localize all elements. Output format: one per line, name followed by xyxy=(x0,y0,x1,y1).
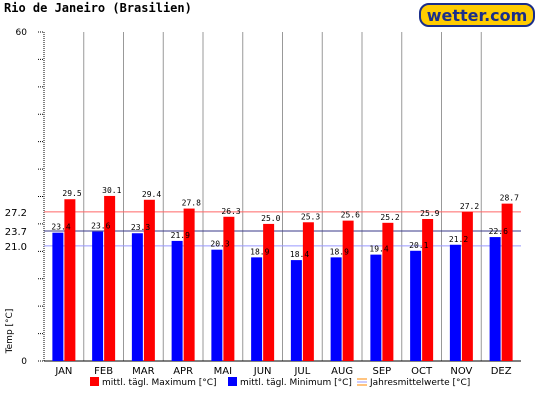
bar-max-JAN xyxy=(64,199,76,361)
data-label-max-OCT: 25.9 xyxy=(420,209,439,218)
data-label-max-MAI: 26.3 xyxy=(221,207,240,216)
annual-mean-label-min: 21.0 xyxy=(5,242,27,253)
bar-min-NOV xyxy=(449,244,461,361)
y-tick-label: 0 xyxy=(21,357,27,367)
bar-max-MAI xyxy=(223,216,235,361)
bar-min-OCT xyxy=(410,250,422,361)
legend-label-mean: Jahresmittelwerte [°C] xyxy=(369,378,470,388)
x-tick-label-AUG: AUG xyxy=(331,366,353,377)
annual-mean-label-max: 27.2 xyxy=(5,208,27,219)
data-label-min-APR: 21.9 xyxy=(171,231,190,240)
data-label-min-AUG: 18.9 xyxy=(330,247,349,256)
bar-min-APR xyxy=(171,240,183,361)
data-label-max-NOV: 27.2 xyxy=(460,202,479,211)
data-label-min-FEB: 23.6 xyxy=(91,222,110,231)
data-label-max-APR: 27.8 xyxy=(182,199,201,208)
bar-min-JUN xyxy=(251,257,263,361)
legend-swatch-min xyxy=(228,377,237,386)
data-label-max-SEP: 25.2 xyxy=(380,213,399,222)
data-label-max-JAN: 29.5 xyxy=(62,189,81,198)
x-tick-label-APR: APR xyxy=(173,366,193,377)
logo-badge xyxy=(419,3,535,27)
data-label-max-AUG: 25.6 xyxy=(341,211,360,220)
data-label-min-JUN: 18.9 xyxy=(250,247,269,256)
chart-title: Rio de Janeiro (Brasilien) xyxy=(4,1,192,15)
x-tick-label-SEP: SEP xyxy=(373,366,392,377)
x-tick-label-JAN: JAN xyxy=(54,366,72,377)
logo-text: wetter.com xyxy=(427,6,528,25)
legend-label-max: mittl. tägl. Maximum [°C] xyxy=(102,378,217,388)
data-label-min-OCT: 20.1 xyxy=(409,241,428,250)
bar-max-OCT xyxy=(422,218,434,361)
x-tick-label-JUN: JUN xyxy=(253,366,272,377)
x-tick-label-OCT: OCT xyxy=(411,366,433,377)
data-label-min-DEZ: 22.6 xyxy=(489,227,508,236)
x-tick-label-JUL: JUL xyxy=(293,366,310,377)
data-label-min-NOV: 21.2 xyxy=(449,235,468,244)
x-tick-label-FEB: FEB xyxy=(94,366,113,377)
bar-max-MAR xyxy=(143,199,155,361)
bar-min-DEZ xyxy=(489,237,501,361)
x-tick-label-MAR: MAR xyxy=(132,366,154,377)
bar-max-SEP xyxy=(382,222,394,361)
bar-min-AUG xyxy=(330,257,342,361)
y-axis-label: Temp [°C] xyxy=(5,309,15,355)
data-label-min-JUL: 18.4 xyxy=(290,250,309,259)
data-label-max-JUN: 25.0 xyxy=(261,214,280,223)
annual-mean-label-avg: 23.7 xyxy=(5,227,27,238)
data-label-max-MAR: 29.4 xyxy=(142,190,161,199)
plot-area: 0 60 Temp [°C] 27.2 23.7 21.0 23.4 29.5 JAN 23.6 3… xyxy=(5,28,521,377)
bar-min-JAN xyxy=(52,232,64,361)
data-label-max-JUL: 25.3 xyxy=(301,212,320,221)
data-label-max-FEB: 30.1 xyxy=(102,186,121,195)
x-tick-label-MAI: MAI xyxy=(214,366,232,377)
data-label-max-DEZ: 28.7 xyxy=(500,194,519,203)
bar-min-JUL xyxy=(290,260,302,361)
bar-max-JUL xyxy=(302,222,314,361)
bar-max-DEZ xyxy=(501,203,513,361)
data-label-min-JAN: 23.4 xyxy=(51,223,70,232)
chart-legend: mittl. tägl. Maximum [°C] mittl. tägl. Mi… xyxy=(90,377,470,388)
data-label-min-MAI: 20.3 xyxy=(210,240,229,249)
bar-max-AUG xyxy=(342,220,354,361)
bar-min-FEB xyxy=(92,231,104,361)
bar-min-SEP xyxy=(370,254,382,361)
legend-swatch-max xyxy=(90,377,99,386)
legend-label-min: mittl. tägl. Minimum [°C] xyxy=(240,378,352,388)
x-tick-label-NOV: NOV xyxy=(450,366,472,377)
y-tick-label: 60 xyxy=(16,28,28,38)
bar-max-APR xyxy=(183,208,195,361)
bar-max-JUN xyxy=(263,223,275,361)
bar-max-FEB xyxy=(104,195,116,361)
data-label-min-SEP: 19.4 xyxy=(369,245,388,254)
bar-min-MAR xyxy=(131,233,143,361)
wetter-com-logo[interactable]: wetter.com xyxy=(419,3,535,27)
bar-min-MAI xyxy=(211,249,223,361)
data-label-min-MAR: 23.3 xyxy=(131,223,150,232)
x-tick-label-DEZ: DEZ xyxy=(491,366,512,377)
bar-max-NOV xyxy=(461,211,473,361)
